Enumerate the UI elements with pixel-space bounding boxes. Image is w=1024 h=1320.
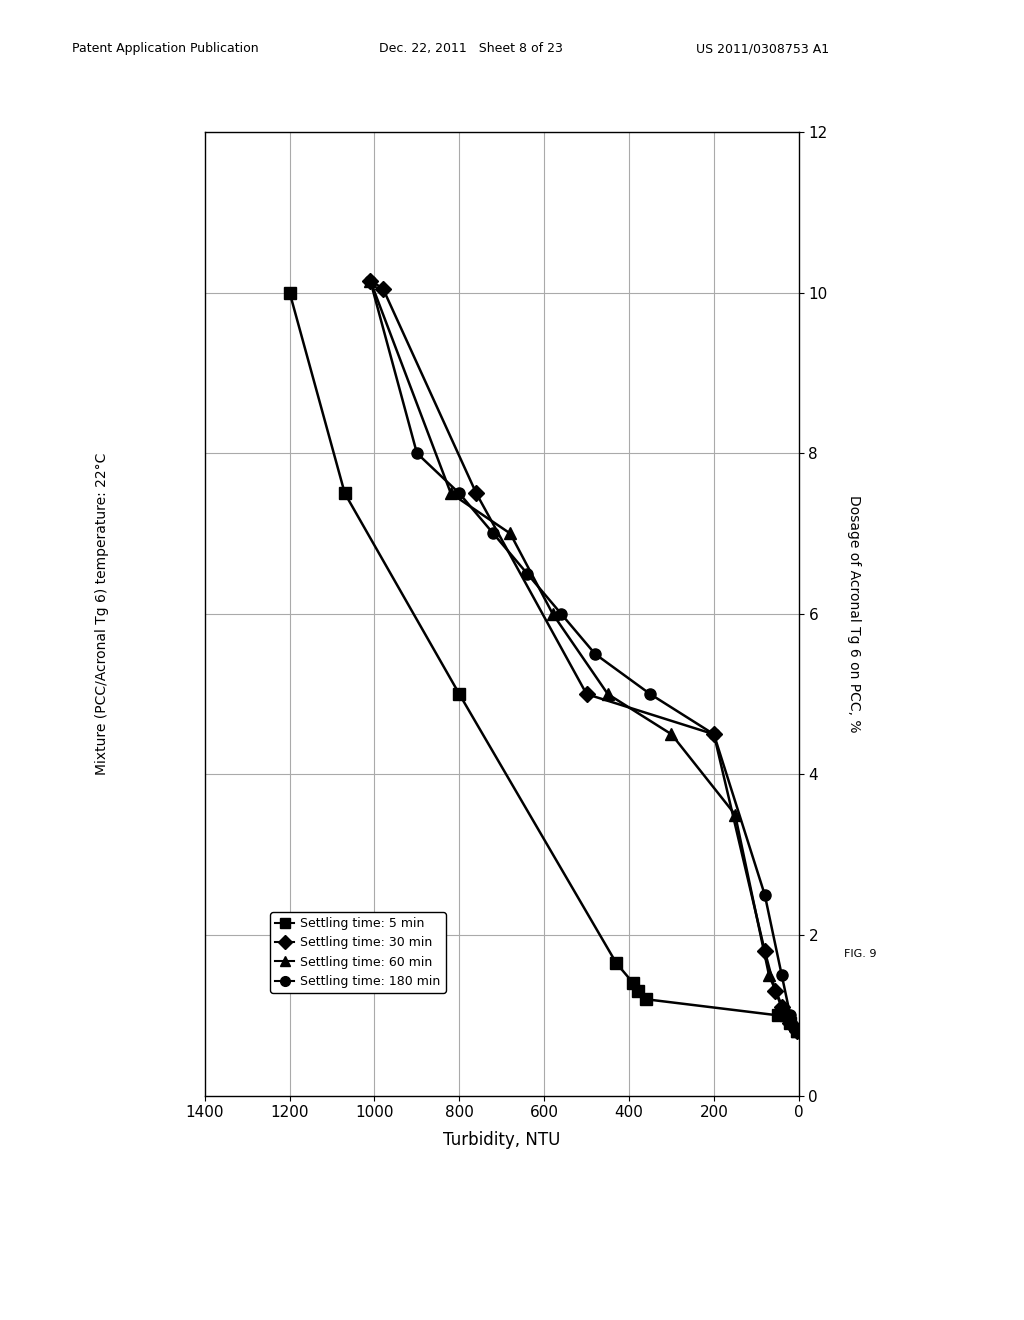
X-axis label: Turbidity, NTU: Turbidity, NTU [443, 1131, 560, 1150]
Y-axis label: Dosage of Acronal Tg 6 on PCC, %: Dosage of Acronal Tg 6 on PCC, % [847, 495, 861, 733]
Text: Dec. 22, 2011   Sheet 8 of 23: Dec. 22, 2011 Sheet 8 of 23 [379, 42, 563, 55]
Text: Patent Application Publication: Patent Application Publication [72, 42, 258, 55]
Legend: Settling time: 5 min, Settling time: 30 min, Settling time: 60 min, Settling tim: Settling time: 5 min, Settling time: 30 … [270, 912, 445, 993]
Text: Mixture (PCC/Acronal Tg 6) temperature: 22°C: Mixture (PCC/Acronal Tg 6) temperature: … [95, 453, 110, 775]
Text: US 2011/0308753 A1: US 2011/0308753 A1 [696, 42, 829, 55]
Text: FIG. 9: FIG. 9 [844, 949, 877, 960]
